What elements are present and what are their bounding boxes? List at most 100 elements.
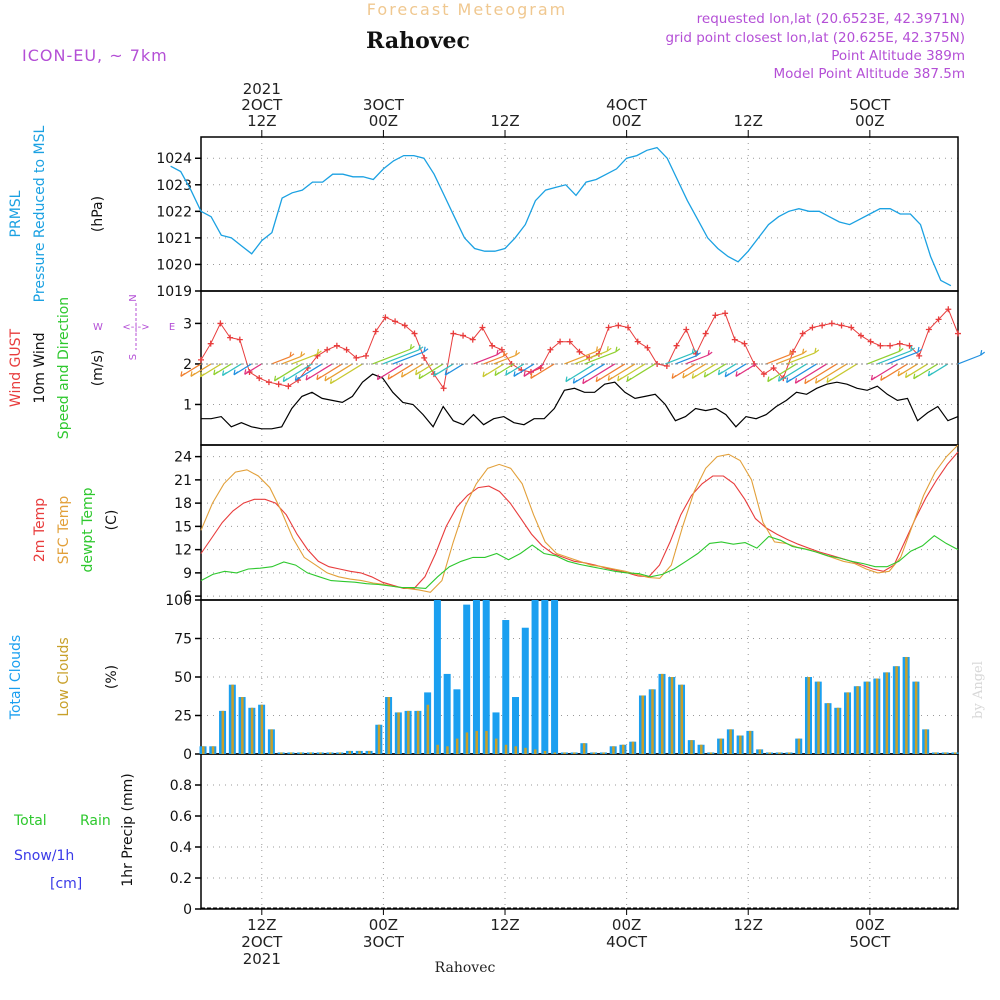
top-time-label: 12Z (734, 112, 763, 130)
wind-arrow-head (707, 350, 713, 356)
wind-direction-arrow (617, 363, 646, 382)
low-cloud-bar (416, 710, 420, 754)
low-cloud-bar (739, 735, 742, 754)
wind-gust-marker (819, 322, 826, 329)
wind-gust-marker (760, 371, 767, 378)
wind-direction-arrow (766, 354, 790, 365)
low-cloud-bar (202, 746, 205, 754)
wind-gust-marker (867, 338, 874, 345)
low-cloud-bar (875, 678, 879, 754)
wind-gust-marker (828, 320, 835, 327)
point-altitude: Point Altitude 389m (831, 48, 965, 64)
wind-arrow-head (814, 347, 820, 354)
low-cloud-bar (582, 743, 586, 754)
low-cloud-bar (631, 741, 635, 754)
wind-arrow-head (444, 370, 450, 376)
total-cloud-bar (453, 689, 461, 754)
wind-arrow-head (282, 376, 288, 383)
wind-direction-arrow (295, 363, 323, 381)
wind-gust-marker (634, 338, 641, 345)
wind-gust-line (200, 308, 959, 390)
low-cloud-bar (348, 750, 352, 754)
bottom-time-label: 12Z (734, 916, 763, 934)
wind-gust-marker (857, 332, 864, 339)
y-tick-label: 9 (183, 566, 192, 582)
wind-gust-marker (605, 324, 612, 331)
low-cloud-bar (680, 684, 684, 754)
wind-dir-label: Speed and Direction (56, 297, 72, 439)
y-tick-label: 0.8 (170, 778, 192, 794)
pressure-label-1: PRMSL (8, 190, 24, 237)
top-time-label: 5OCT (849, 96, 891, 114)
top-time-label: 4OCT (606, 96, 648, 114)
wind-10m-line (201, 373, 959, 430)
wind-gust-marker (877, 342, 884, 349)
bottom-time-label: 4OCT (606, 933, 648, 951)
low-cloud-bar (612, 746, 615, 754)
wind-arrow-head (595, 376, 601, 383)
wind-gust-marker (236, 336, 243, 343)
low-cloud-bar (914, 681, 918, 754)
wind-arrow-head (815, 378, 820, 384)
wind-direction-arrow (675, 355, 697, 365)
wind-direction-arrow (880, 363, 908, 381)
wind-direction-arrow (795, 363, 828, 384)
y-tick-label: 1021 (156, 231, 192, 247)
wind-arrow-head (530, 373, 536, 379)
wind-direction-arrow (584, 351, 617, 365)
low-cloud-bar (651, 689, 654, 754)
wind-arrow-head (910, 345, 916, 352)
y-tick-label: 6 (183, 589, 192, 605)
wind-arrow-head (494, 370, 500, 377)
wind-unit: (m/s) (90, 350, 106, 387)
wind-arrow-head (880, 375, 886, 381)
temp-unit: (C) (104, 510, 120, 531)
compass-h: <-|-> (122, 322, 149, 333)
wind-gust-marker (285, 383, 292, 390)
low-cloud-bar (953, 752, 957, 754)
wind-arrow-head (505, 370, 511, 376)
credit-watermark: by Angel (971, 661, 986, 719)
low-cloud-bar (221, 710, 225, 754)
wind-gust-marker (217, 320, 224, 327)
low-cloud-bar (524, 747, 527, 754)
wind-arrow-head (917, 346, 923, 353)
y-tick-label: 0 (183, 902, 192, 918)
panel-frame (200, 753, 959, 910)
wind-arrow-head (789, 349, 794, 356)
wind-arrow-head (482, 371, 488, 378)
wind-gust-marker (925, 326, 932, 333)
wind-gust-marker (372, 328, 379, 335)
wind-arrow-head (615, 346, 621, 353)
wind-gust-marker (469, 336, 476, 343)
wind-direction-arrow (957, 354, 981, 365)
low-cloud-bar (328, 752, 332, 754)
wind-direction-arrow (866, 350, 900, 365)
bottom-time-label: 00Z (369, 916, 398, 934)
model-altitude: Model Point Altitude 387.5m (774, 66, 965, 82)
low-cloud-bar (748, 730, 752, 754)
wind-arrow-head (523, 371, 529, 377)
wind-arrow-head (199, 371, 205, 378)
bottom-time-label: 12Z (247, 916, 276, 934)
wind-direction-arrow (685, 354, 709, 365)
wind-gust-marker (906, 342, 913, 349)
y-tick-label: 0.2 (170, 871, 192, 887)
wind-arrow-head (190, 371, 196, 377)
wind-direction-arrow (291, 353, 318, 365)
wind-arrow-head (696, 350, 701, 357)
low-cloud-bar (670, 677, 674, 754)
wind-arrow-head (777, 376, 783, 382)
wind-direction-arrow (877, 350, 911, 365)
compass-w: W (93, 322, 103, 333)
precip-cm-label: [cm] (50, 876, 82, 892)
low-cloud-bar (817, 681, 820, 754)
wind-gust-marker (741, 340, 748, 347)
wind-direction-arrow (595, 363, 626, 383)
low-cloud-bar (660, 673, 664, 754)
wind-arrow-head (244, 369, 250, 375)
wind-10m-label: 10m Wind (32, 332, 48, 403)
low-cloud-bar (485, 730, 488, 754)
low-cloud-bar (514, 746, 518, 754)
wind-arrow-head (691, 373, 697, 379)
